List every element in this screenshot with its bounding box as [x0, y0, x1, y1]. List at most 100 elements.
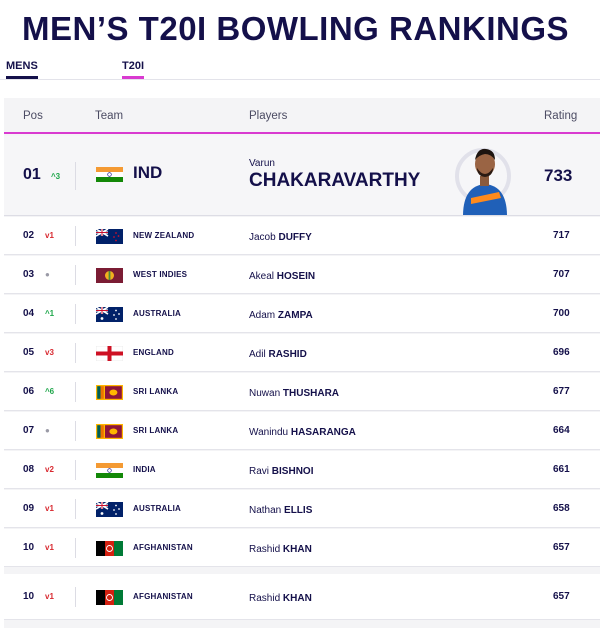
arrow-up-icon: ^: [45, 387, 50, 396]
table-row[interactable]: 09 v1 AUSTRALIA Nathan ELLIS 658: [4, 490, 600, 528]
row-position: 07: [23, 425, 35, 436]
featured-player-row[interactable]: 01 ^3 IND Varun CHAKARAVARTHY 733: [4, 136, 600, 216]
movement-indicator: v3: [45, 348, 54, 357]
player-first-name: Rashid: [249, 593, 281, 604]
table-row[interactable]: 06 ^6 SRI LANKA Nuwan THUSHARA 677: [4, 373, 600, 411]
movement-indicator: ^3: [51, 172, 61, 181]
table-row[interactable]: 07 ● SRI LANKA Wanindu HASARANGA 664: [4, 412, 600, 450]
movement-indicator: ^6: [45, 387, 55, 396]
page-title: MEN’S T20I BOWLING RANKINGS: [22, 10, 570, 47]
team-name: INDIA: [133, 465, 156, 474]
table-row[interactable]: 03 ● WEST INDIES Akeal HOSEIN 707: [4, 256, 600, 294]
australia-flag-icon: [96, 502, 123, 517]
no-change-dot-icon: ●: [45, 270, 50, 279]
player-first-name: Varun: [249, 158, 275, 169]
movement-indicator: v2: [45, 465, 54, 474]
player-name: Rashid KHAN: [249, 593, 312, 604]
tab-mens[interactable]: MENS: [6, 60, 38, 79]
player-first-name: Adam: [249, 310, 276, 321]
arrow-down-icon: v: [45, 504, 50, 513]
player-first-name: Nathan: [249, 505, 282, 516]
team-name: AFGHANISTAN: [133, 543, 193, 552]
india-flag-icon: [96, 167, 123, 182]
player-rating: 657: [553, 542, 570, 553]
player-name: Jacob DUFFY: [249, 232, 312, 243]
player-first-name: Akeal: [249, 271, 275, 282]
player-rating: 657: [553, 591, 570, 602]
player-rating: 677: [553, 386, 570, 397]
movement-indicator: v1: [45, 504, 54, 513]
arrow-down-icon: v: [45, 465, 50, 474]
team-name: ENGLAND: [133, 348, 174, 357]
table-header: Pos Team Players Rating: [4, 100, 600, 134]
player-last-name: KHAN: [282, 544, 312, 555]
player-last-name: DUFFY: [278, 232, 312, 243]
player-name: Ravi BISHNOI: [249, 466, 313, 477]
player-last-name: HASARANGA: [290, 427, 356, 438]
row-position: 10: [23, 542, 35, 553]
player-name: Nuwan THUSHARA: [249, 388, 339, 399]
divider: [75, 226, 76, 246]
movement-indicator: v1: [45, 543, 54, 552]
header-pos: Pos: [23, 110, 43, 122]
player-first-name: Rashid: [249, 544, 281, 555]
player-rating: 700: [553, 308, 570, 319]
arrow-down-icon: v: [45, 231, 50, 240]
header-team: Team: [95, 110, 124, 122]
table-row[interactable]: 10 v1 AFGHANISTAN Rashid KHAN 657: [4, 574, 600, 620]
india-flag-icon: [96, 463, 123, 478]
player-name: Adil RASHID: [249, 349, 307, 360]
player-rating: 664: [553, 425, 570, 436]
row-position: 10: [23, 591, 35, 602]
row-position: 08: [23, 464, 35, 475]
divider: [75, 421, 76, 441]
team-name: AUSTRALIA: [133, 504, 182, 513]
player-first-name: Nuwan: [249, 388, 281, 399]
row-position: 01: [23, 166, 41, 183]
player-name: Adam ZAMPA: [249, 310, 313, 321]
player-rating: 661: [553, 464, 570, 475]
team-name: AUSTRALIA: [133, 309, 182, 318]
team-name: AFGHANISTAN: [133, 592, 193, 601]
player-last-name: BISHNOI: [271, 466, 314, 477]
player-last-name: THUSHARA: [282, 388, 340, 399]
australia-flag-icon: [96, 307, 123, 322]
player-name: Wanindu HASARANGA: [249, 427, 356, 438]
table-row[interactable]: 08 v2 INDIA Ravi BISHNOI 661: [4, 451, 600, 489]
player-rating: 696: [553, 347, 570, 358]
player-last-name: ELLIS: [284, 505, 313, 516]
player-first-name: Jacob: [249, 232, 276, 243]
player-rating: 717: [553, 230, 570, 241]
team-name: SRI LANKA: [133, 426, 179, 435]
arrow-down-icon: v: [45, 348, 50, 357]
divider: [75, 460, 76, 480]
row-position: 09: [23, 503, 35, 514]
movement-indicator: v1: [45, 592, 54, 601]
tab-t20i[interactable]: T20I: [122, 60, 145, 79]
row-position: 02: [23, 230, 35, 241]
divider: [75, 382, 76, 402]
table-row[interactable]: 04 ^1 AUSTRALIA Adam ZAMPA 700: [4, 295, 600, 333]
tab-bar: MENS T20I: [0, 58, 600, 80]
divider: [75, 499, 76, 519]
team-name: NEW ZEALAND: [133, 231, 195, 240]
england-flag-icon: [96, 346, 123, 361]
sri-lanka-flag-icon: [96, 424, 123, 439]
movement-indicator: ●: [45, 426, 50, 435]
row-position: 03: [23, 269, 35, 280]
header-players: Players: [249, 110, 288, 122]
west-indies-flag-icon: [96, 268, 123, 283]
player-first-name: Adil: [249, 349, 266, 360]
player-rating: 658: [553, 503, 570, 514]
arrow-down-icon: v: [45, 592, 50, 601]
table-row[interactable]: 05 v3 ENGLAND Adil RASHID 696: [4, 334, 600, 372]
player-name: Rashid KHAN: [249, 544, 312, 555]
no-change-dot-icon: ●: [45, 426, 50, 435]
player-last-name: HOSEIN: [276, 271, 316, 282]
player-name: Akeal HOSEIN: [249, 271, 315, 282]
player-photo: [449, 136, 511, 215]
player-last-name: RASHID: [268, 349, 307, 360]
table-row[interactable]: 10 v1 AFGHANISTAN Rashid KHAN 657: [4, 529, 600, 567]
player-last-name: CHAKARAVARTHY: [249, 170, 421, 191]
table-row[interactable]: 02 v1 NEW ZEALAND Jacob DUFFY 717: [4, 217, 600, 255]
